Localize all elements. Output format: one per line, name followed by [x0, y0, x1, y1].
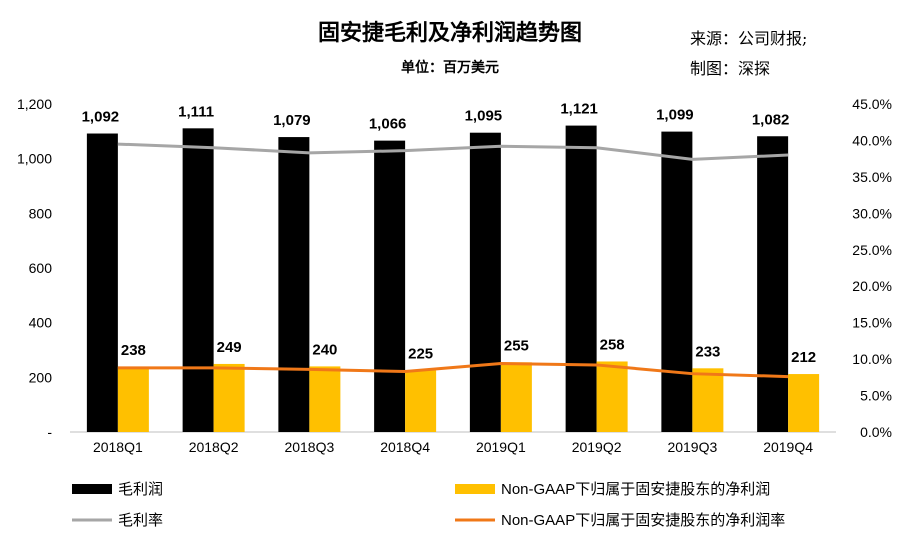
- author-note: 制图：深探: [690, 59, 770, 78]
- data-label-gross-profit: 1,121: [560, 101, 598, 118]
- x-axis-tick-label: 2018Q2: [189, 439, 239, 455]
- data-label-net-profit: 212: [791, 349, 816, 366]
- x-axis-tick-label: 2018Q3: [284, 439, 334, 455]
- right-axis-tick-label: 45.0%: [852, 96, 892, 112]
- bar-gross-profit: [565, 125, 597, 433]
- bar-gross-profit: [661, 131, 693, 432]
- data-label-net-profit: 240: [312, 341, 337, 358]
- data-label-gross-profit: 1,092: [82, 109, 120, 126]
- legend-gross-profit-swatch: [72, 484, 112, 494]
- x-axis-tick-label: 2019Q1: [476, 439, 526, 455]
- data-label-net-profit: 258: [600, 336, 625, 353]
- data-label-net-profit: 238: [121, 342, 146, 359]
- right-axis-tick-label: 25.0%: [852, 242, 892, 258]
- legend-gross-margin-label: 毛利率: [118, 512, 163, 529]
- x-axis-tick-label: 2019Q4: [763, 439, 813, 455]
- legend-net-profit-swatch: [455, 484, 495, 494]
- right-axis-tick-label: 20.0%: [852, 278, 892, 294]
- bar-net-profit: [213, 363, 245, 432]
- data-label-gross-profit: 1,111: [178, 103, 214, 120]
- data-label-net-profit: 255: [504, 337, 529, 354]
- right-axis-tick-label: 10.0%: [852, 351, 892, 367]
- bar-net-profit: [117, 366, 149, 432]
- left-axis-tick-label: 800: [29, 205, 53, 221]
- bar-gross-profit: [469, 132, 501, 432]
- line-gross-margin: [117, 142, 789, 161]
- legend-gross-profit-label: 毛利润: [118, 481, 163, 498]
- line-net-margin: [117, 361, 789, 379]
- data-label-gross-profit: 1,066: [369, 116, 407, 133]
- legend-net-profit-label: Non-GAAP下归属于固安捷股东的净利润: [501, 481, 770, 498]
- source-note: 来源：公司财报;: [690, 29, 807, 48]
- x-axis-tick-label: 2019Q2: [572, 439, 622, 455]
- data-label-gross-profit: 1,079: [273, 112, 311, 129]
- legend-net-margin-label: Non-GAAP下归属于固安捷股东的净利润率: [501, 512, 785, 529]
- bar-gross-profit: [374, 140, 406, 433]
- bar-net-profit: [405, 370, 437, 432]
- chart-subtitle: 单位：百万美元: [401, 59, 499, 76]
- bar-net-profit: [309, 366, 341, 432]
- right-axis-tick-label: 30.0%: [852, 205, 892, 221]
- bar-gross-profit: [86, 133, 118, 432]
- left-axis-tick-label: 600: [29, 260, 53, 276]
- data-label-net-profit: 249: [217, 339, 242, 356]
- bar-gross-profit: [182, 128, 214, 432]
- x-axis-tick-label: 2018Q1: [93, 439, 143, 455]
- data-label-gross-profit: 1,099: [656, 107, 694, 124]
- chart-title: 固安捷毛利及净利润趋势图: [318, 20, 582, 46]
- right-axis-tick-label: 0.0%: [860, 424, 892, 440]
- left-axis-tick-label: -: [47, 424, 52, 440]
- right-axis-tick-label: 15.0%: [852, 315, 892, 331]
- bar-net-profit: [788, 374, 820, 432]
- bar-gross-profit: [278, 137, 310, 432]
- x-axis-tick-label: 2019Q3: [667, 439, 717, 455]
- left-axis-tick-label: 200: [29, 369, 53, 385]
- bar-net-profit: [692, 368, 724, 432]
- left-axis-tick-label: 1,000: [17, 151, 52, 167]
- left-axis-tick-label: 1,200: [17, 96, 52, 112]
- right-axis-tick-label: 5.0%: [860, 388, 892, 404]
- bar-net-profit: [500, 362, 532, 432]
- data-label-net-profit: 225: [408, 346, 433, 363]
- bar-gross-profit: [757, 136, 789, 432]
- left-axis-tick-label: 400: [29, 315, 53, 331]
- bar-net-profit: [596, 361, 628, 432]
- data-label-net-profit: 233: [695, 343, 720, 360]
- right-axis-tick-label: 40.0%: [852, 132, 892, 148]
- right-axis-tick-label: 35.0%: [852, 169, 892, 185]
- data-label-gross-profit: 1,095: [465, 108, 503, 125]
- x-axis-tick-label: 2018Q4: [380, 439, 430, 455]
- data-label-gross-profit: 1,082: [752, 111, 790, 128]
